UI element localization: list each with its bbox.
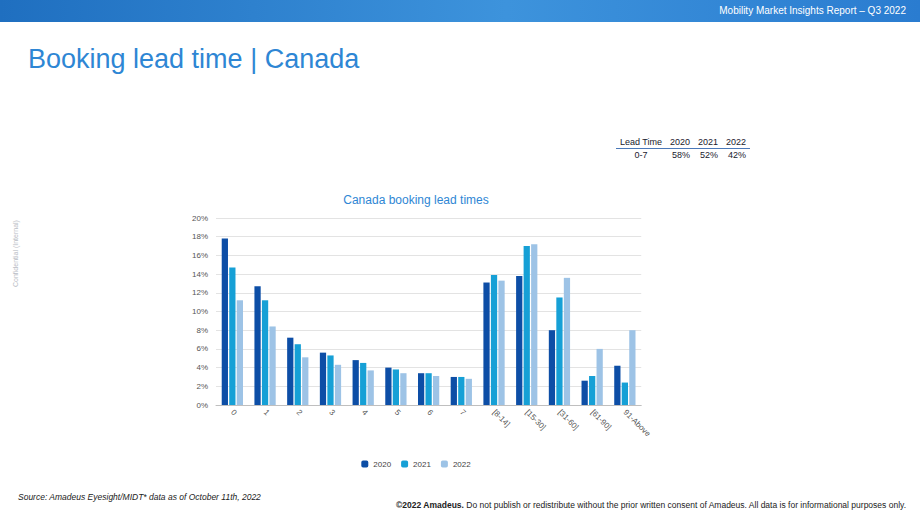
svg-text:0%: 0% <box>196 401 208 410</box>
html-text:0-7: 0-7 <box>634 150 648 160</box>
html-text:Source: Amadeus Eyesight/MIDT*: Source: Amadeus Eyesight/MIDT* data as o… <box>18 492 261 502</box>
svg-text:8%: 8% <box>196 326 208 335</box>
svg-text:7: 7 <box>458 408 468 418</box>
svg-text:0: 0 <box>229 408 239 418</box>
svg-text:6: 6 <box>425 408 435 418</box>
html-text:52%: 52% <box>700 150 719 160</box>
svg-text:2022: 2022 <box>453 460 471 469</box>
svg-text:14%: 14% <box>192 270 208 279</box>
html-text:©2022 Amadeus. Do not publish: ©2022 Amadeus. Do not publish or redistr… <box>396 500 906 510</box>
svg-text:4%: 4% <box>196 363 208 372</box>
svg-text:16%: 16% <box>192 251 208 260</box>
svg-text:[15-30]: [15-30] <box>524 408 548 432</box>
html-text:42%: 42% <box>728 150 747 160</box>
svg-text:2020: 2020 <box>373 460 391 469</box>
svg-text:20%: 20% <box>192 214 208 223</box>
svg-text:1: 1 <box>262 408 272 418</box>
html-text:Lead Time: Lead Time <box>620 137 662 147</box>
svg-text:3: 3 <box>327 408 337 418</box>
html-text:Confidential (Internal): Confidential (Internal) <box>11 220 19 287</box>
svg-text:2: 2 <box>295 408 305 418</box>
html-text:2021: 2021 <box>698 137 719 147</box>
svg-text:[8-14]: [8-14] <box>491 408 512 429</box>
svg-text:6%: 6% <box>196 344 208 353</box>
svg-text:2%: 2% <box>196 382 208 391</box>
svg-text:5: 5 <box>393 408 403 418</box>
html-text:Booking lead time | Canada: Booking lead time | Canada <box>28 44 360 74</box>
svg-text:12%: 12% <box>192 288 208 297</box>
html-text:2020: 2020 <box>670 137 691 147</box>
svg-text:2021: 2021 <box>413 460 431 469</box>
html-text:Mobility Market Insights Repor: Mobility Market Insights Report – Q3 202… <box>719 5 906 16</box>
html-text:58%: 58% <box>672 150 691 160</box>
svg-text:4: 4 <box>360 408 370 418</box>
svg-text:91-Above: 91-Above <box>622 408 653 439</box>
svg-text:[31-60]: [31-60] <box>556 408 580 432</box>
svg-text:[61-90]: [61-90] <box>589 408 613 432</box>
svg-text:Canada booking lead times: Canada booking lead times <box>343 193 488 207</box>
svg-text:10%: 10% <box>192 307 208 316</box>
svg-text:18%: 18% <box>192 232 208 241</box>
html-text:2022: 2022 <box>726 137 747 147</box>
